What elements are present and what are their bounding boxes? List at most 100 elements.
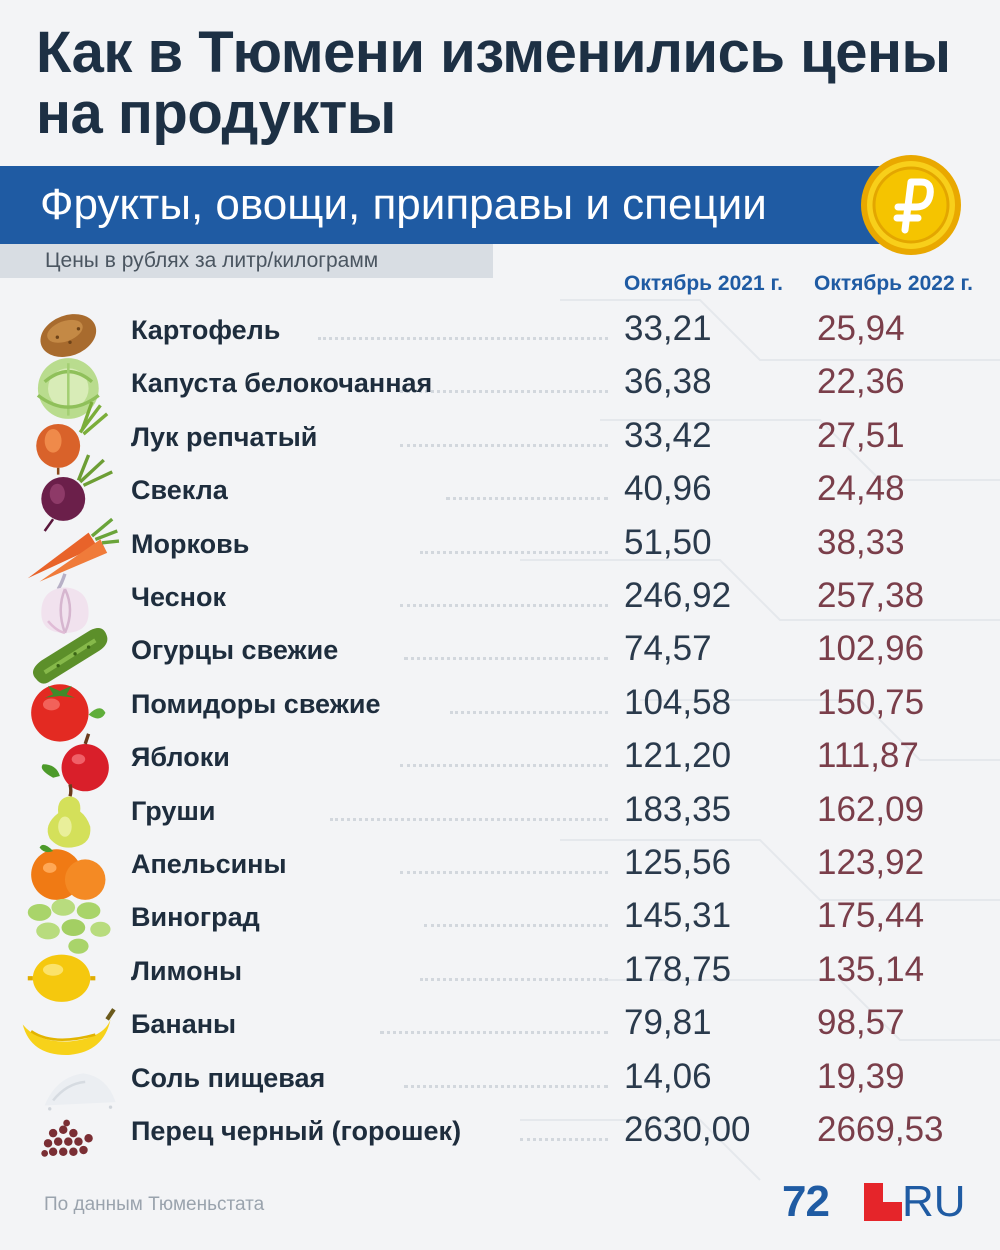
product-name: Свекла xyxy=(131,475,228,506)
dotted-leader xyxy=(400,604,608,607)
price-2022: 22,36 xyxy=(817,362,905,402)
table-row: Соль пищевая 14,06 19,39 xyxy=(0,1055,1000,1111)
apple-icon xyxy=(41,733,109,792)
beet-icon xyxy=(41,454,113,532)
price-2021: 104,58 xyxy=(624,682,732,722)
price-2022: 98,57 xyxy=(817,1003,905,1043)
product-name: Соль пищевая xyxy=(131,1062,326,1093)
price-2022: 24,48 xyxy=(817,469,905,509)
product-name: Лимоны xyxy=(131,955,243,986)
cucumber-icon xyxy=(32,628,108,685)
table-row: Перец черный (горошек) 2630,00 2669,53 xyxy=(0,1108,1000,1161)
price-2022: 25,94 xyxy=(817,309,905,348)
price-2021: 40,96 xyxy=(624,469,712,509)
table-row: Яблоки 121,20 111,87 xyxy=(0,733,1000,792)
price-2022: 123,92 xyxy=(817,843,925,882)
units-note-bar: Цены в рублях за литр/килограмм xyxy=(0,244,493,278)
dotted-leader xyxy=(400,390,608,394)
table-row: Груши 183,35 162,09 xyxy=(0,783,1000,848)
product-name: Бананы xyxy=(131,1009,237,1040)
price-2021: 74,57 xyxy=(624,629,712,669)
price-2021: 125,56 xyxy=(624,843,732,882)
price-2022: 2669,53 xyxy=(817,1110,944,1149)
page-title: Как в Тюмени изменились цены на продукты xyxy=(36,20,951,146)
product-name: Перец черный (горошек) xyxy=(131,1116,462,1146)
product-name: Капуста белокочанная xyxy=(131,368,433,399)
product-name: Яблоки xyxy=(131,742,230,773)
product-name: Апельсины xyxy=(131,849,287,879)
table-row: Свекла 40,96 24,48 xyxy=(0,454,1000,532)
table-row: Бананы 79,81 98,57 xyxy=(0,1001,1000,1056)
table-row: Капуста белокочанная 36,38 22,36 xyxy=(0,358,1000,420)
table-row: Виноград 145,31 175,44 xyxy=(0,894,1000,955)
price-2021: 121,20 xyxy=(624,736,732,776)
potato-icon xyxy=(40,314,97,357)
price-2022: 150,75 xyxy=(817,682,925,722)
price-2022: 38,33 xyxy=(817,522,905,562)
table-row: Морковь 51,50 38,33 xyxy=(0,517,1000,582)
dotted-leader xyxy=(420,550,608,554)
dotted-leader xyxy=(420,977,608,981)
lemon-icon xyxy=(27,954,96,1002)
dotted-leader xyxy=(318,337,608,340)
logo-suffix: RU xyxy=(902,1177,966,1226)
product-name: Груши xyxy=(131,795,216,826)
price-2021: 145,31 xyxy=(624,896,732,936)
product-name: Лук репчатый xyxy=(131,421,318,452)
dotted-leader xyxy=(380,1031,608,1035)
dotted-leader xyxy=(520,1138,608,1141)
orange-icon xyxy=(31,844,106,900)
cabbage-icon xyxy=(36,358,100,420)
table-row: Чеснок 246,92 257,38 xyxy=(0,573,1000,635)
price-2021: 33,42 xyxy=(624,415,712,455)
peppercorn-icon xyxy=(41,1119,93,1157)
price-2022: 175,44 xyxy=(817,896,925,936)
dotted-leader xyxy=(330,817,608,821)
price-2022: 102,96 xyxy=(817,629,925,669)
price-2021: 51,50 xyxy=(624,522,712,562)
price-2021: 178,75 xyxy=(624,949,732,989)
banana-icon xyxy=(22,1008,116,1056)
salt-icon xyxy=(44,1072,116,1111)
product-name: Чеснок xyxy=(131,582,226,612)
carrot-icon xyxy=(27,517,120,582)
price-2022: 19,39 xyxy=(817,1056,905,1096)
price-2021: 14,06 xyxy=(624,1056,712,1096)
onion-icon xyxy=(36,401,109,475)
price-2022: 162,09 xyxy=(817,789,925,829)
pear-icon xyxy=(47,783,91,848)
table-row: Огурцы свежие 74,57 102,96 xyxy=(0,627,1000,685)
price-2021: 33,21 xyxy=(624,309,712,348)
units-note: Цены в рублях за литр/килограмм xyxy=(45,249,379,272)
price-2021: 2630,00 xyxy=(624,1110,751,1149)
dotted-leader xyxy=(400,764,608,768)
column-header-2021: Октябрь 2021 г. xyxy=(624,272,783,295)
price-2022: 135,14 xyxy=(817,949,925,989)
product-name: Картофель xyxy=(131,315,281,345)
price-2021: 183,35 xyxy=(624,789,732,829)
price-2021: 36,38 xyxy=(624,362,712,402)
table-row: Лимоны 178,75 135,14 xyxy=(0,948,1000,1002)
dotted-leader xyxy=(424,924,608,928)
source-note: По данным Тюменьстата xyxy=(44,1194,265,1215)
price-2022: 257,38 xyxy=(817,576,925,615)
price-2021: 79,81 xyxy=(624,1003,712,1043)
garlic-icon xyxy=(41,573,89,635)
grape-icon xyxy=(27,899,111,955)
dotted-leader xyxy=(450,710,608,714)
category-title: Фрукты, овощи, приправы и специи xyxy=(40,180,767,229)
price-2021: 246,92 xyxy=(624,576,732,615)
logo-number: 72 xyxy=(782,1177,830,1226)
price-2022: 27,51 xyxy=(817,415,905,455)
product-name: Виноград xyxy=(131,902,260,933)
dotted-leader xyxy=(400,443,608,447)
product-name: Помидоры свежие xyxy=(131,688,381,719)
table-row: Картофель 33,21 25,94 xyxy=(0,307,1000,360)
product-name: Огурцы свежие xyxy=(131,635,339,666)
category-band: Фрукты, овощи, приправы и специи xyxy=(0,166,905,244)
tomato-icon xyxy=(31,683,106,742)
dotted-leader xyxy=(400,871,608,874)
column-header-2022: Октябрь 2022 г. xyxy=(814,272,973,295)
